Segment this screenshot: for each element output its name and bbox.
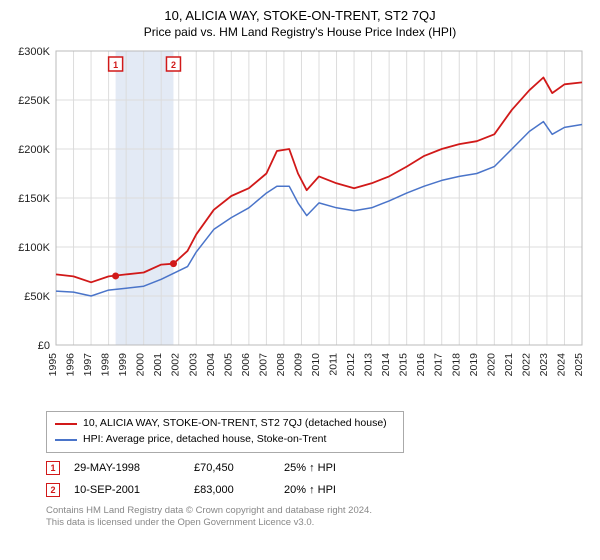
svg-text:£100K: £100K <box>18 242 50 254</box>
svg-text:2018: 2018 <box>450 353 462 377</box>
swatch-property <box>55 423 77 425</box>
svg-text:£50K: £50K <box>24 291 50 303</box>
svg-text:2001: 2001 <box>152 353 164 377</box>
svg-text:2002: 2002 <box>170 353 182 377</box>
svg-text:2024: 2024 <box>555 353 567 377</box>
svg-text:2008: 2008 <box>275 353 287 377</box>
svg-text:1999: 1999 <box>117 353 129 377</box>
footer-line-2: This data is licensed under the Open Gov… <box>46 517 590 529</box>
legend: 10, ALICIA WAY, STOKE-ON-TRENT, ST2 7QJ … <box>46 411 404 453</box>
svg-text:2010: 2010 <box>310 353 322 377</box>
svg-text:1998: 1998 <box>100 353 112 377</box>
svg-text:2022: 2022 <box>520 353 532 377</box>
svg-text:2015: 2015 <box>398 353 410 377</box>
svg-text:1996: 1996 <box>65 353 77 377</box>
svg-text:2013: 2013 <box>363 353 375 377</box>
sales-table: 1 29-MAY-1998 £70,450 25% ↑ HPI 2 10-SEP… <box>46 457 590 501</box>
chart-title: 10, ALICIA WAY, STOKE-ON-TRENT, ST2 7QJ <box>10 8 590 23</box>
chart-subtitle: Price paid vs. HM Land Registry's House … <box>10 25 590 39</box>
legend-item-hpi: HPI: Average price, detached house, Stok… <box>55 432 395 448</box>
svg-text:2003: 2003 <box>187 353 199 377</box>
svg-text:2021: 2021 <box>503 353 515 377</box>
sale-delta: 20% ↑ HPI <box>284 484 384 496</box>
svg-text:2012: 2012 <box>345 353 357 377</box>
legend-label-property: 10, ALICIA WAY, STOKE-ON-TRENT, ST2 7QJ … <box>83 416 387 432</box>
svg-text:2007: 2007 <box>257 353 269 377</box>
legend-item-property: 10, ALICIA WAY, STOKE-ON-TRENT, ST2 7QJ … <box>55 416 395 432</box>
svg-text:2009: 2009 <box>292 353 304 377</box>
svg-text:2016: 2016 <box>415 353 427 377</box>
sale-marker-2: 2 <box>46 483 60 497</box>
svg-text:£200K: £200K <box>18 144 50 156</box>
svg-text:£0: £0 <box>38 340 50 352</box>
svg-text:2004: 2004 <box>205 353 217 377</box>
sale-marker-1: 1 <box>46 461 60 475</box>
svg-text:2020: 2020 <box>485 353 497 377</box>
svg-text:2011: 2011 <box>328 353 340 376</box>
sale-price: £70,450 <box>194 462 284 474</box>
svg-text:2006: 2006 <box>240 353 252 377</box>
svg-text:2000: 2000 <box>135 353 147 377</box>
legend-label-hpi: HPI: Average price, detached house, Stok… <box>83 432 326 448</box>
footer-line-1: Contains HM Land Registry data © Crown c… <box>46 505 590 517</box>
svg-text:£150K: £150K <box>18 193 50 205</box>
sale-delta: 25% ↑ HPI <box>284 462 384 474</box>
table-row: 2 10-SEP-2001 £83,000 20% ↑ HPI <box>46 479 590 501</box>
price-chart: £0 £50K £100K £150K £200K £250K £300K 1995 1996 1… <box>10 45 590 405</box>
svg-text:1997: 1997 <box>82 353 94 377</box>
swatch-hpi <box>55 439 77 441</box>
footer-attribution: Contains HM Land Registry data © Crown c… <box>46 505 590 530</box>
svg-text:1: 1 <box>113 60 118 70</box>
svg-text:2014: 2014 <box>380 353 392 377</box>
svg-text:2005: 2005 <box>222 353 234 377</box>
sale-price: £83,000 <box>194 484 284 496</box>
svg-text:1995: 1995 <box>47 353 59 377</box>
svg-text:£300K: £300K <box>18 46 50 58</box>
sale-date: 29-MAY-1998 <box>74 462 194 474</box>
svg-text:2017: 2017 <box>433 353 445 377</box>
table-row: 1 29-MAY-1998 £70,450 25% ↑ HPI <box>46 457 590 479</box>
svg-text:£250K: £250K <box>18 95 50 107</box>
sale-date: 10-SEP-2001 <box>74 484 194 496</box>
svg-text:2: 2 <box>171 60 176 70</box>
svg-text:2025: 2025 <box>573 353 585 377</box>
svg-text:2023: 2023 <box>538 353 550 377</box>
svg-text:2019: 2019 <box>468 353 480 377</box>
